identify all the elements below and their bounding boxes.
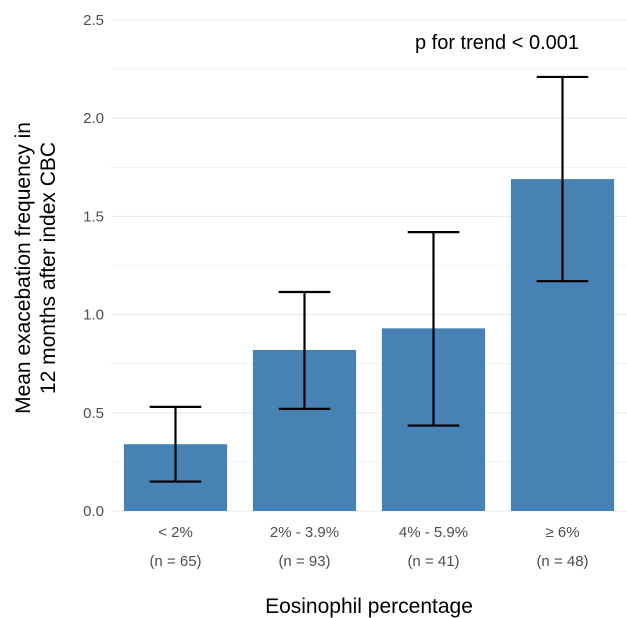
p-trend-annotation: p for trend < 0.001 — [415, 32, 579, 54]
x-tick-count-label: (n = 41) — [407, 553, 459, 570]
bars — [123, 179, 615, 512]
y-tick-label: 1.5 — [83, 208, 104, 225]
y-tick-label: 0.5 — [83, 405, 104, 422]
x-tick-labels: < 2% (n = 65) 2% - 3.9% (n = 93) 4% - 5.9% (n… — [149, 524, 588, 570]
y-tick-labels: 0.0 0.5 1.0 1.5 2.0 2.5 — [83, 12, 104, 520]
error-bar — [536, 75, 589, 283]
y-axis-title: Mean exacebation frequency in 12 months … — [12, 122, 60, 414]
y-tick-label: 2.5 — [83, 12, 104, 29]
x-tick-label: ≥ 6% — [545, 524, 579, 541]
y-axis-title-line-2: 12 months after index CBC — [37, 142, 60, 394]
x-axis-title: Eosinophil percentage — [265, 595, 473, 618]
error-bar — [407, 231, 460, 427]
x-tick-count-label: (n = 65) — [149, 553, 201, 570]
y-tick-label: 0.0 — [83, 503, 104, 520]
grid-lines — [111, 19, 627, 512]
y-tick-label: 1.0 — [83, 307, 104, 324]
x-tick-label: 2% - 3.9% — [270, 524, 339, 541]
error-bar — [278, 290, 331, 410]
x-tick-count-label: (n = 48) — [536, 553, 588, 570]
x-tick-label: 4% - 5.9% — [399, 524, 468, 541]
y-axis-title-line-1: Mean exacebation frequency in — [12, 122, 35, 414]
x-tick-count-label: (n = 93) — [278, 553, 330, 570]
x-tick-label: < 2% — [158, 524, 193, 541]
error-bar — [149, 405, 202, 483]
y-tick-label: 2.0 — [83, 110, 104, 127]
error-bars — [149, 75, 589, 483]
